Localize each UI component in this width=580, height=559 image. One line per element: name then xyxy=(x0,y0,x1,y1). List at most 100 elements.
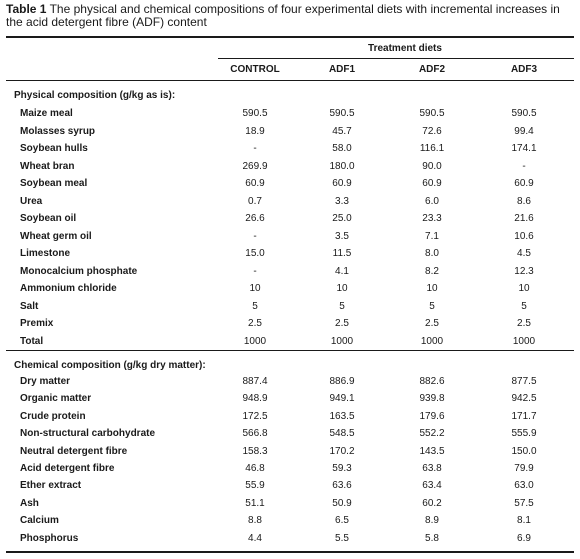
table-row: Soybean oil 26.6 25.0 23.3 21.6 xyxy=(0,213,580,230)
row-value: 886.9 xyxy=(329,376,355,387)
row-label: Phosphorus xyxy=(20,532,79,544)
row-label: Ash xyxy=(20,497,39,509)
row-value: 10.6 xyxy=(514,230,534,242)
chemical-section-title: Chemical composition (g/kg dry matter): xyxy=(14,360,206,371)
row-value: 887.4 xyxy=(242,376,268,387)
row-value: 8.0 xyxy=(425,248,439,259)
row-value: 5.5 xyxy=(335,532,349,544)
row-value: 1000 xyxy=(420,335,444,347)
row-label: Ammonium chloride xyxy=(20,283,117,294)
table-caption-text: The physical and chemical compositions o… xyxy=(6,2,560,29)
row-label: Salt xyxy=(20,300,39,312)
row-value: 1000 xyxy=(512,335,536,347)
table-row: Urea 0.7 3.3 6.0 8.6 xyxy=(0,196,580,213)
top-rule xyxy=(6,36,574,38)
row-value: 11.5 xyxy=(332,248,352,259)
table-row: Premix 2.5 2.5 2.5 2.5 xyxy=(0,318,580,335)
row-value: 566.8 xyxy=(242,428,268,440)
row-value: 8.6 xyxy=(517,195,531,207)
table-row: Non-structural carbohydrate 566.8 548.5 552… xyxy=(0,428,580,445)
table-row: Ammonium chloride 10 10 10 10 xyxy=(0,283,580,300)
row-value: 3.3 xyxy=(335,195,349,207)
table-caption: Table 1 The physical and chemical compos… xyxy=(6,3,576,29)
table-row: Wheat bran 269.9 180.0 90.0 - xyxy=(0,161,580,178)
table-row: Neutral detergent fibre 158.3 170.2 143.5 15… xyxy=(0,446,580,463)
row-value: 1000 xyxy=(330,335,354,347)
row-value: 10 xyxy=(518,283,530,294)
row-value: 23.3 xyxy=(422,213,442,224)
row-label: Monocalcium phosphate xyxy=(20,265,138,277)
row-value: 12.3 xyxy=(514,265,534,277)
table-row: Phosphorus 4.4 5.5 5.8 6.9 xyxy=(0,533,580,550)
table-row: Total 1000 1000 1000 1000 xyxy=(0,336,580,353)
row-value: 46.8 xyxy=(245,463,265,474)
row-value: 1000 xyxy=(243,335,267,347)
treatment-group-header: Treatment diets xyxy=(368,43,442,54)
row-value: 5.8 xyxy=(425,532,439,544)
row-value: 269.9 xyxy=(242,160,268,172)
row-value: 3.5 xyxy=(335,230,349,242)
row-value: 548.5 xyxy=(329,428,355,440)
row-value: 555.9 xyxy=(511,428,537,440)
table-row: Wheat germ oil - 3.5 7.1 10.6 xyxy=(0,231,580,248)
row-label: Organic matter xyxy=(20,393,92,405)
row-value: 6.9 xyxy=(517,532,531,544)
table-row: Acid detergent fibre 46.8 59.3 63.8 79.9 xyxy=(0,463,580,480)
row-label: Premix xyxy=(20,318,54,329)
row-value: 60.9 xyxy=(332,178,352,189)
row-value: 116.1 xyxy=(419,143,445,154)
table-row: Salt 5 5 5 5 xyxy=(0,301,580,318)
row-value: 90.0 xyxy=(422,160,442,172)
row-value: 939.8 xyxy=(419,393,445,405)
row-label: Dry matter xyxy=(20,376,71,387)
row-value: 60.9 xyxy=(514,178,534,189)
row-value: 58.0 xyxy=(332,143,352,154)
row-value: 59.3 xyxy=(332,463,352,474)
row-value: 55.9 xyxy=(245,480,265,492)
row-value: 2.5 xyxy=(335,318,349,329)
row-label: Urea xyxy=(20,195,43,207)
row-value: 57.5 xyxy=(514,497,534,509)
row-value: 2.5 xyxy=(517,318,531,329)
group-underline xyxy=(218,58,574,59)
row-value: 10 xyxy=(426,283,438,294)
row-label: Acid detergent fibre xyxy=(20,463,115,474)
row-value: 150.0 xyxy=(511,445,537,457)
table-row: Calcium 8.8 6.5 8.9 8.1 xyxy=(0,515,580,532)
row-value: 0.7 xyxy=(248,195,262,207)
row-value: 552.2 xyxy=(419,428,445,440)
table-row: Soybean meal 60.9 60.9 60.9 60.9 xyxy=(0,178,580,195)
row-label: Soybean hulls xyxy=(20,143,88,154)
row-value: 72.6 xyxy=(422,125,442,137)
row-value: 948.9 xyxy=(242,393,268,405)
table-row: Maize meal 590.5 590.5 590.5 590.5 xyxy=(0,108,580,125)
table-row: Monocalcium phosphate - 4.1 8.2 12.3 xyxy=(0,266,580,283)
table-row: Molasses syrup 18.9 45.7 72.6 99.4 xyxy=(0,126,580,143)
row-value: 590.5 xyxy=(419,108,445,119)
row-value: 5 xyxy=(521,300,527,312)
row-value: 5 xyxy=(339,300,345,312)
row-value: - xyxy=(522,160,526,172)
column-header-adf3: ADF3 xyxy=(510,64,538,75)
row-value: 882.6 xyxy=(419,376,445,387)
row-value: 4.1 xyxy=(335,265,349,277)
row-value: 2.5 xyxy=(425,318,439,329)
column-header-adf2: ADF2 xyxy=(418,64,446,75)
row-value: 63.6 xyxy=(332,480,352,492)
row-value: 2.5 xyxy=(248,318,262,329)
row-value: 63.8 xyxy=(422,463,442,474)
row-label: Soybean oil xyxy=(20,213,77,224)
column-header-adf1: ADF1 xyxy=(328,64,356,75)
row-value: 171.7 xyxy=(511,410,537,422)
section-rule xyxy=(6,350,574,351)
row-value: 60.9 xyxy=(245,178,265,189)
row-value: 4.4 xyxy=(248,532,262,544)
row-label: Wheat bran xyxy=(20,160,75,172)
row-value: 6.5 xyxy=(335,515,349,527)
row-value: 15.0 xyxy=(245,248,265,259)
row-value: 8.2 xyxy=(425,265,439,277)
table-label: Table 1 xyxy=(6,2,47,16)
row-value: 143.5 xyxy=(419,445,445,457)
row-value: 63.0 xyxy=(514,480,534,492)
row-value: 79.9 xyxy=(514,463,534,474)
